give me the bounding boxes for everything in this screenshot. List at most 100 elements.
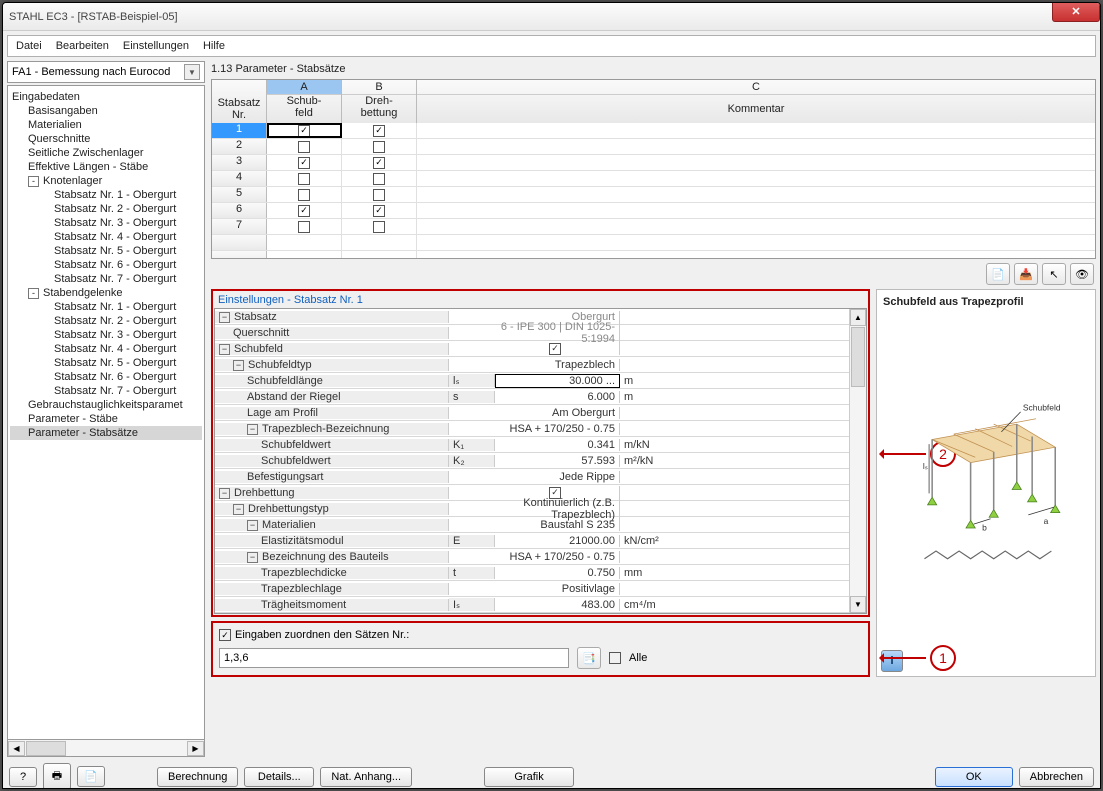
property-row[interactable]: ElastizitätsmodulE21000.00kN/cm²: [215, 533, 866, 549]
tree-item[interactable]: Basisangaben: [10, 104, 202, 118]
help-button[interactable]: ?: [9, 767, 37, 787]
table-row[interactable]: 2: [212, 139, 1095, 155]
tree-item[interactable]: -Knotenlager: [10, 174, 202, 188]
pick-button[interactable]: ↖: [1042, 263, 1066, 285]
details-button[interactable]: Details...: [244, 767, 314, 787]
print-button[interactable]: 🖶: [43, 763, 71, 789]
assign-input[interactable]: 1,3,6: [219, 648, 569, 668]
assign-pick-button[interactable]: 📑: [577, 647, 601, 669]
tree-item[interactable]: Materialien: [10, 118, 202, 132]
import-button[interactable]: 📥: [1014, 263, 1038, 285]
tree-item[interactable]: Stabsatz Nr. 6 - Obergurt: [10, 370, 202, 384]
scroll-thumb[interactable]: [26, 741, 66, 756]
menu-einstellungen[interactable]: Einstellungen: [123, 40, 189, 52]
table-row[interactable]: 6✓✓: [212, 203, 1095, 219]
tree-item[interactable]: Stabsatz Nr. 5 - Obergurt: [10, 356, 202, 370]
property-row[interactable]: −DrehbettungstypKontinuierlich (z.B. Tra…: [215, 501, 866, 517]
close-button[interactable]: ✕: [1052, 2, 1100, 22]
property-row[interactable]: −Schubfeld✓: [215, 341, 866, 357]
property-row[interactable]: BefestigungsartJede Rippe: [215, 469, 866, 485]
property-row[interactable]: −MaterialienBaustahl S 235: [215, 517, 866, 533]
property-row[interactable]: Abstand der Riegels6.000m: [215, 389, 866, 405]
property-grid[interactable]: −StabsatzObergurtQuerschnitt6 - IPE 300 …: [214, 308, 867, 614]
property-row[interactable]: SchubfeldwertK₂57.593m²/kN: [215, 453, 866, 469]
property-row[interactable]: TrägheitsmomentIₛ483.00cm⁴/m: [215, 597, 866, 613]
abbrechen-button[interactable]: Abbrechen: [1019, 767, 1094, 787]
checkbox[interactable]: [373, 141, 385, 153]
tree-item[interactable]: Effektive Längen - Stäbe: [10, 160, 202, 174]
tree-item[interactable]: Seitliche Zwischenlager: [10, 146, 202, 160]
tree-item[interactable]: Stabsatz Nr. 7 - Obergurt: [10, 272, 202, 286]
property-row[interactable]: −Trapezblech-BezeichnungHSA + 170/250 - …: [215, 421, 866, 437]
assign-all-checkbox[interactable]: [609, 652, 621, 664]
menu-datei[interactable]: Datei: [16, 40, 42, 52]
property-row[interactable]: Trapezblechdicket0.750mm: [215, 565, 866, 581]
checkbox[interactable]: [373, 189, 385, 201]
table-row[interactable]: 1✓✓: [212, 123, 1095, 139]
table-row[interactable]: 3✓✓: [212, 155, 1095, 171]
property-row[interactable]: −Bezeichnung des BauteilsHSA + 170/250 -…: [215, 549, 866, 565]
tree-item[interactable]: Stabsatz Nr. 4 - Obergurt: [10, 342, 202, 356]
loadcase-combo[interactable]: FA1 - Bemessung nach Eurocod: [7, 61, 205, 83]
table-row[interactable]: 4: [212, 171, 1095, 187]
menu-hilfe[interactable]: Hilfe: [203, 40, 225, 52]
checkbox[interactable]: [298, 141, 310, 153]
tree-item[interactable]: Parameter - Stäbe: [10, 412, 202, 426]
table-row[interactable]: 7: [212, 219, 1095, 235]
tree-item[interactable]: Stabsatz Nr. 1 - Obergurt: [10, 300, 202, 314]
checkbox[interactable]: [298, 221, 310, 233]
checkbox[interactable]: [298, 173, 310, 185]
tree-item[interactable]: Stabsatz Nr. 3 - Obergurt: [10, 216, 202, 230]
tree-item[interactable]: Eingabedaten: [10, 90, 202, 104]
grid-header-b[interactable]: B Dreh-bettung: [342, 80, 417, 123]
property-row[interactable]: Lage am ProfilAm Obergurt: [215, 405, 866, 421]
nav-tree[interactable]: EingabedatenBasisangabenMaterialienQuers…: [7, 85, 205, 740]
tree-item[interactable]: Stabsatz Nr. 2 - Obergurt: [10, 202, 202, 216]
checkbox[interactable]: [298, 189, 310, 201]
tree-item[interactable]: Gebrauchstauglichkeitsparamet: [10, 398, 202, 412]
property-row[interactable]: Querschnitt6 - IPE 300 | DIN 1025-5:1994: [215, 325, 866, 341]
export-button[interactable]: 📄: [986, 263, 1010, 285]
checkbox[interactable]: ✓: [373, 157, 385, 169]
berechnung-button[interactable]: Berechnung: [157, 767, 238, 787]
tree-item[interactable]: Stabsatz Nr. 3 - Obergurt: [10, 328, 202, 342]
ok-button[interactable]: OK: [935, 767, 1013, 787]
checkbox[interactable]: ✓: [373, 125, 385, 137]
tree-item[interactable]: Stabsatz Nr. 1 - Obergurt: [10, 188, 202, 202]
grafik-button[interactable]: Grafik: [484, 767, 574, 787]
checkbox[interactable]: ✓: [298, 125, 310, 137]
tree-item[interactable]: Stabsatz Nr. 4 - Obergurt: [10, 230, 202, 244]
checkbox[interactable]: ✓: [298, 205, 310, 217]
scroll-down-icon[interactable]: ▼: [850, 596, 866, 613]
checkbox[interactable]: ✓: [298, 157, 310, 169]
property-row[interactable]: TrapezblechlagePositivlage: [215, 581, 866, 597]
checkbox[interactable]: ✓: [373, 205, 385, 217]
table-row[interactable]: 5: [212, 187, 1095, 203]
tree-item[interactable]: Stabsatz Nr. 6 - Obergurt: [10, 258, 202, 272]
tree-item[interactable]: Stabsatz Nr. 5 - Obergurt: [10, 244, 202, 258]
doc-button[interactable]: 📄: [77, 766, 105, 787]
grid-header-c[interactable]: C Kommentar: [417, 80, 1095, 123]
scroll-up-icon[interactable]: ▲: [850, 309, 866, 326]
property-row[interactable]: −SchubfeldtypTrapezblech: [215, 357, 866, 373]
nat-anhang-button[interactable]: Nat. Anhang...: [320, 767, 412, 787]
view-button[interactable]: 👁: [1070, 263, 1094, 285]
checkbox[interactable]: [373, 221, 385, 233]
prop-vscroll[interactable]: ▲ ▼: [849, 309, 866, 613]
property-row[interactable]: Schubfeldlängelₛ30.000 ...m: [215, 373, 866, 389]
tree-item[interactable]: Stabsatz Nr. 2 - Obergurt: [10, 314, 202, 328]
menu-bearbeiten[interactable]: Bearbeiten: [56, 40, 109, 52]
tree-item[interactable]: -Stabendgelenke: [10, 286, 202, 300]
tree-item[interactable]: Querschnitte: [10, 132, 202, 146]
assign-checkbox[interactable]: ✓: [219, 629, 231, 641]
titlebar[interactable]: STAHL EC3 - [RSTAB-Beispiel-05] ✕: [3, 3, 1100, 31]
scroll-left-icon[interactable]: ◀: [8, 741, 25, 756]
tree-item[interactable]: Stabsatz Nr. 7 - Obergurt: [10, 384, 202, 398]
checkbox[interactable]: [373, 173, 385, 185]
tree-item[interactable]: Parameter - Stabsätze: [10, 426, 202, 440]
grid-header-a[interactable]: A Schub-feld: [267, 80, 342, 123]
tree-hscroll[interactable]: ◀ ▶: [7, 740, 205, 757]
scroll-right-icon[interactable]: ▶: [187, 741, 204, 756]
scroll-thumb[interactable]: [851, 327, 865, 387]
property-row[interactable]: SchubfeldwertK₁0.341m/kN: [215, 437, 866, 453]
